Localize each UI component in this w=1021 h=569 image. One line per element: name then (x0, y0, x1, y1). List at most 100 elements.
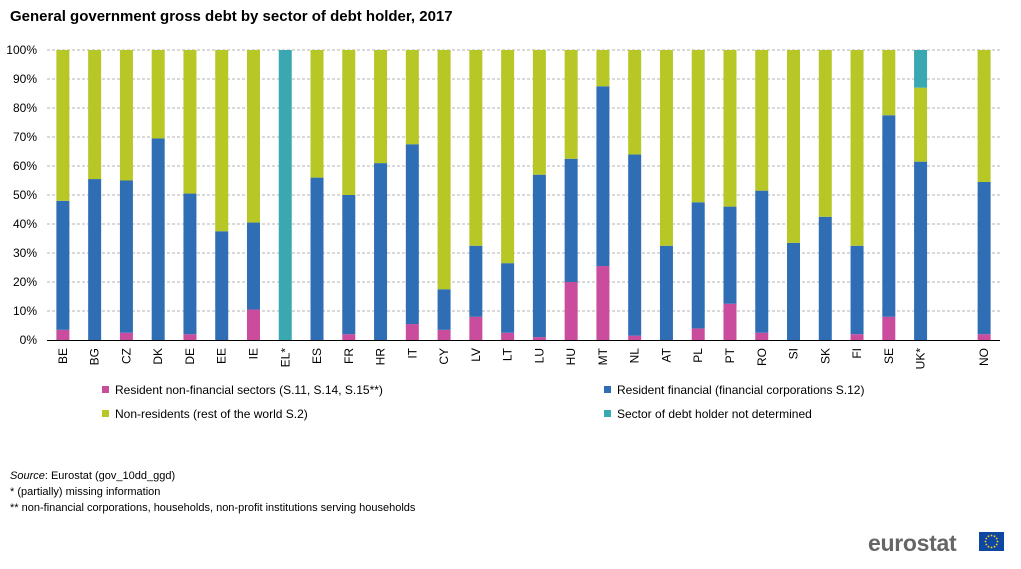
bar-segment (882, 316, 896, 340)
bar-segment (691, 202, 705, 329)
y-tick-label: 60% (13, 159, 37, 173)
bar-segment (882, 50, 896, 116)
bar-segment (119, 50, 133, 181)
bar-segment (501, 50, 515, 264)
bar-segment (564, 282, 578, 340)
bar-segment (723, 50, 737, 207)
x-tick-label: MT (596, 347, 610, 365)
source-line: Source: Eurostat (gov_10dd_ggd) (10, 470, 175, 482)
bar-segment (469, 50, 483, 246)
y-tick-label: 70% (13, 130, 37, 144)
legend-label: Non-residents (rest of the world S.2) (115, 407, 308, 421)
bar-segment (628, 335, 642, 340)
bar-segment (977, 50, 991, 182)
bar-segment (88, 50, 102, 180)
legend-item-non-financial: Resident non-financial sectors (S.11, S.… (102, 383, 383, 397)
bar-segment (977, 334, 991, 340)
footnote-sectors: ** non-financial corporations, household… (10, 502, 416, 514)
bar-segment (246, 309, 260, 340)
x-tick-label: EE (215, 348, 229, 364)
bar-segment (755, 332, 769, 340)
bar-segment (151, 50, 165, 139)
legend-swatch (604, 410, 611, 417)
bar-segment (310, 177, 324, 340)
bar-segment (119, 332, 133, 340)
x-tick-label: SK (818, 348, 832, 364)
bar-segment (119, 180, 133, 333)
bar-segment (437, 50, 451, 290)
x-tick-label: PL (691, 348, 705, 363)
x-tick-label: LT (501, 347, 515, 361)
x-tick-label: NL (628, 348, 642, 364)
bar-segment (596, 266, 610, 340)
bar-segment (183, 334, 197, 340)
legend-label: Sector of debt holder not determined (617, 407, 812, 421)
bar-segment (914, 87, 928, 162)
y-tick-label: 0% (20, 333, 38, 347)
bar-segment (628, 50, 642, 155)
x-tick-label: HU (564, 348, 578, 365)
x-tick-label: DK (151, 348, 165, 365)
bar-segment (564, 158, 578, 282)
bar-segment (215, 231, 229, 340)
x-tick-label: NO (977, 348, 991, 366)
bar-segment (151, 138, 165, 340)
legend-swatch (604, 386, 611, 393)
y-tick-label: 40% (13, 217, 37, 231)
bar-segment (374, 50, 388, 164)
bar-segment (342, 195, 356, 335)
stacked-bar-chart: 0% 10% 20% 30% 40% 50% 60% 70% 80% 90% 100% BE BG CZ D… (6, 43, 1000, 370)
x-tick-label: ES (310, 348, 324, 364)
x-tick-label: DE (183, 348, 197, 365)
bar-segment (310, 50, 324, 178)
bar-segment (278, 50, 292, 340)
bar-segment (532, 337, 546, 340)
x-tick-label: UK* (914, 348, 928, 370)
x-tick-label: SI (787, 348, 801, 359)
bar-segment (532, 174, 546, 338)
bar-segment (405, 144, 419, 325)
bar-segment (469, 316, 483, 340)
y-tick-label: 80% (13, 101, 37, 115)
bar-segment (215, 50, 229, 232)
legend-label: Resident non-financial sectors (S.11, S.… (115, 383, 383, 397)
x-tick-label: RO (755, 348, 769, 366)
bar-segment (342, 334, 356, 340)
x-tick-label: EL* (278, 348, 292, 368)
legend-item-non-residents: Non-residents (rest of the world S.2) (102, 407, 308, 421)
bar-segment (755, 50, 769, 191)
bar-segment (437, 329, 451, 340)
bar-segment (787, 50, 801, 243)
y-tick-label: 50% (13, 188, 37, 202)
x-tick-label: CZ (119, 348, 133, 364)
x-tick-label: FR (342, 348, 356, 364)
bar-segment (56, 329, 70, 340)
bar-segment (342, 50, 356, 195)
x-tick-label: BE (56, 348, 70, 364)
bar-segment (564, 50, 578, 159)
bar-segment (659, 50, 673, 246)
bar-segment (596, 86, 610, 267)
x-tick-label: IT (405, 347, 419, 358)
eu-flag-icon (979, 532, 1004, 551)
bar-segment (818, 50, 832, 217)
bar-segment (56, 50, 70, 201)
x-tick-label: IE (246, 348, 260, 359)
bar-segment (787, 242, 801, 340)
bar-segment (850, 245, 864, 335)
x-tick-label: FI (850, 348, 864, 359)
x-tick-label: LV (469, 348, 483, 362)
bar-segment (246, 222, 260, 310)
y-tick-label: 20% (13, 275, 37, 289)
legend-label: Resident financial (financial corporatio… (617, 383, 865, 397)
bar-segment (405, 50, 419, 145)
bar-segment (691, 50, 705, 203)
x-tick-label: LU (532, 348, 546, 363)
y-tick-label: 90% (13, 72, 37, 86)
bar-segment (628, 154, 642, 336)
bar-segment (501, 263, 515, 333)
bar-segment (374, 163, 388, 340)
bar-segment (405, 324, 419, 340)
x-tick-label: AT (659, 347, 673, 362)
bar-segment (977, 181, 991, 335)
